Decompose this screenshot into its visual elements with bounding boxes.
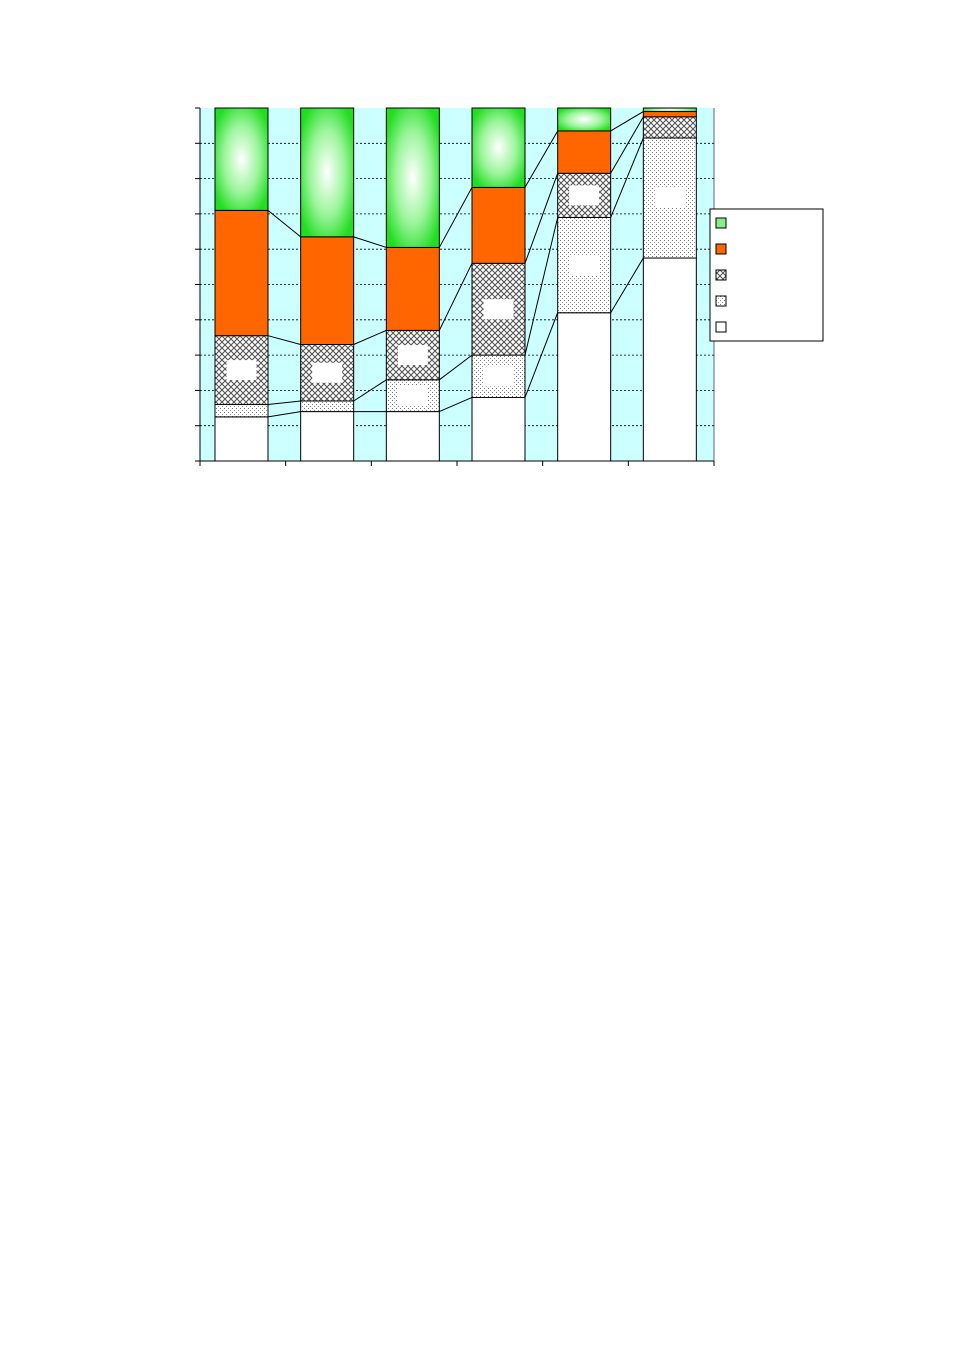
- bar-segment: [214, 404, 269, 418]
- bar-segment: [642, 107, 697, 113]
- data-label-box: [483, 366, 514, 387]
- series-connector-line: [353, 379, 387, 402]
- bar-segment: [642, 111, 697, 118]
- bar-segment: [300, 400, 355, 413]
- axes: [195, 107, 715, 466]
- series-connector-line: [610, 116, 644, 174]
- series-connector-line: [438, 263, 473, 331]
- bar-segment: [471, 186, 526, 264]
- legend-box: [709, 208, 824, 342]
- series-connector-line: [610, 137, 644, 218]
- data-label-box: [569, 185, 600, 206]
- data-label-box: [312, 362, 343, 383]
- legend-swatch: [715, 295, 727, 307]
- bar-segment: [471, 396, 526, 462]
- series-connector-line: [439, 354, 473, 381]
- bar-segment: [557, 107, 612, 132]
- data-label-box: [654, 188, 685, 209]
- legend-swatch: [715, 269, 727, 281]
- series-connector-line: [353, 236, 387, 248]
- legend-swatch: [715, 243, 727, 255]
- series-connector-line: [267, 400, 301, 406]
- series-connector-line: [439, 397, 473, 413]
- bar-segment: [214, 416, 269, 462]
- series-connector-line: [524, 130, 559, 188]
- series-connector-line: [610, 257, 644, 313]
- bar-segment: [300, 107, 355, 238]
- legend-swatch: [715, 217, 727, 229]
- data-label-box: [569, 255, 600, 276]
- connector-lines: [267, 111, 644, 418]
- data-label-box: [397, 345, 428, 366]
- bar-segment: [557, 130, 612, 174]
- gridlines: [200, 142, 714, 427]
- legend: [709, 208, 824, 342]
- bar-segment: [214, 209, 269, 337]
- bar-segment: [214, 107, 269, 211]
- series-connector-line: [524, 312, 559, 398]
- series-connector-line: [438, 187, 473, 248]
- bar-segment: [642, 116, 697, 139]
- series-connector-line: [267, 411, 301, 418]
- series-connector-line: [524, 217, 559, 356]
- series-connector-line: [524, 173, 559, 264]
- bar-segment: [300, 411, 355, 462]
- data-label-box: [397, 385, 428, 406]
- bar-segment: [557, 312, 612, 462]
- bar-segment: [471, 354, 526, 398]
- bar-segment: [642, 257, 697, 462]
- data-label-box: [226, 360, 257, 381]
- series-connector-line: [267, 335, 301, 345]
- bar-segment: [385, 246, 440, 331]
- bars: [214, 107, 697, 462]
- bar-segment: [300, 236, 355, 346]
- bar-segment: [471, 107, 526, 188]
- bar-segment: [385, 411, 440, 462]
- series-connector-line: [267, 209, 301, 238]
- data-label-box: [483, 299, 514, 320]
- series-connector-line: [353, 329, 387, 345]
- series-connector-line: [610, 111, 644, 132]
- bar-segment: [385, 107, 440, 248]
- legend-swatch: [715, 321, 727, 333]
